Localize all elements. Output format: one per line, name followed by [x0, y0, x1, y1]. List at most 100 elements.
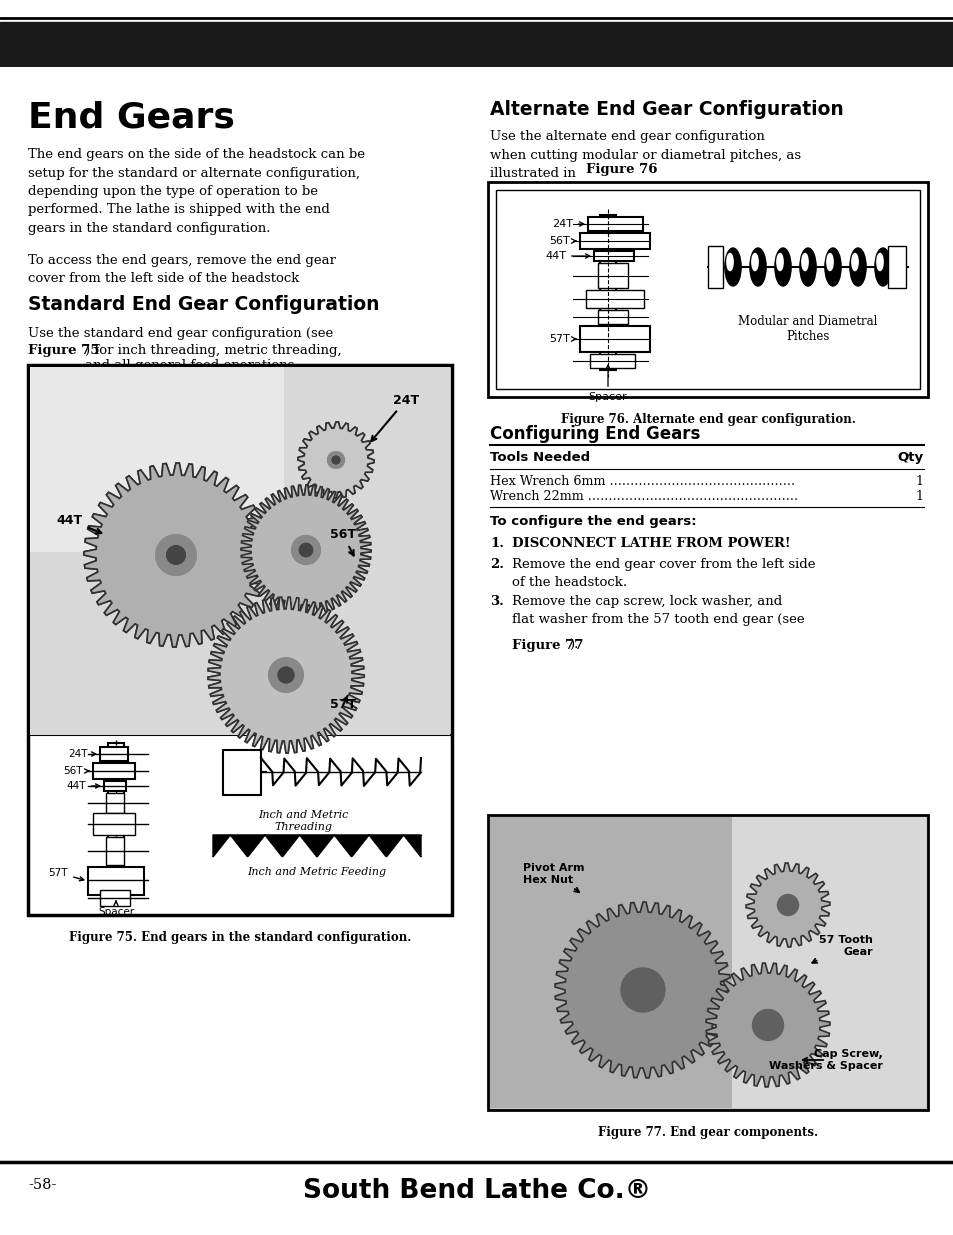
Circle shape: [278, 667, 294, 683]
Bar: [104, 781, 126, 790]
Circle shape: [155, 535, 196, 576]
Ellipse shape: [876, 253, 882, 270]
Ellipse shape: [726, 253, 733, 270]
Text: 24T: 24T: [371, 394, 418, 441]
Bar: [106, 793, 124, 813]
Text: 57T: 57T: [549, 333, 576, 345]
Text: Qty: Qty: [897, 451, 923, 464]
Ellipse shape: [724, 248, 740, 287]
Polygon shape: [297, 422, 374, 498]
Bar: [579, 233, 649, 249]
Bar: [579, 326, 649, 352]
Text: Figure 75. End gears in the standard configuration.: Figure 75. End gears in the standard con…: [69, 931, 411, 944]
Bar: [92, 813, 135, 835]
Bar: [589, 354, 635, 368]
Text: To access the end gears, remove the end gear
cover from the left side of the hea: To access the end gears, remove the end …: [28, 254, 335, 285]
Text: Use the alternate end gear configuration
when cutting modular or diametral pitch: Use the alternate end gear configuration…: [490, 130, 801, 180]
Text: Configuring End Gears: Configuring End Gears: [490, 425, 700, 443]
Bar: [106, 837, 124, 864]
Text: Figure 75: Figure 75: [28, 345, 99, 357]
Text: Figure 76: Figure 76: [585, 163, 657, 177]
Ellipse shape: [799, 248, 815, 287]
Ellipse shape: [774, 248, 790, 287]
Circle shape: [332, 456, 339, 464]
Ellipse shape: [851, 253, 858, 270]
Text: Figure 76. Alternate end gear configuration.: Figure 76. Alternate end gear configurat…: [560, 412, 855, 426]
Text: To configure the end gears:: To configure the end gears:: [490, 515, 696, 529]
Text: Spacer: Spacer: [98, 902, 134, 918]
Circle shape: [167, 546, 185, 564]
Circle shape: [332, 456, 339, 464]
Text: 24T: 24T: [69, 748, 95, 760]
Polygon shape: [745, 863, 829, 947]
Bar: [108, 743, 124, 898]
Bar: [28, 366, 452, 915]
Text: -58-: -58-: [28, 1178, 56, 1192]
Polygon shape: [297, 422, 374, 498]
Text: 44T: 44T: [67, 781, 99, 790]
Circle shape: [299, 543, 313, 557]
Circle shape: [327, 452, 344, 468]
Circle shape: [292, 536, 320, 564]
Bar: [594, 251, 634, 261]
Ellipse shape: [801, 253, 807, 270]
Bar: [488, 182, 927, 396]
Text: Pivot Arm
Hex Nut: Pivot Arm Hex Nut: [522, 863, 584, 892]
Text: Hex Wrench 6mm .............................................: Hex Wrench 6mm .........................…: [490, 475, 794, 488]
Circle shape: [292, 536, 320, 564]
Circle shape: [777, 894, 798, 915]
Bar: [30, 367, 450, 735]
Circle shape: [299, 543, 313, 557]
Bar: [88, 867, 144, 895]
Text: Tools Needed: Tools Needed: [490, 451, 590, 464]
Text: 1: 1: [915, 490, 923, 503]
Text: .: .: [640, 163, 644, 177]
Text: Alternate End Gear Configuration: Alternate End Gear Configuration: [490, 100, 842, 119]
Bar: [100, 890, 130, 906]
Bar: [30, 367, 284, 552]
Circle shape: [278, 667, 294, 683]
Text: 56T: 56T: [549, 236, 576, 246]
Bar: [587, 217, 642, 231]
Bar: [92, 763, 135, 779]
Text: For Machines Mfg. Since 3/11: For Machines Mfg. Since 3/11: [742, 41, 933, 53]
Bar: [707, 246, 722, 288]
Bar: [585, 290, 643, 308]
Polygon shape: [84, 463, 268, 647]
Text: End Gears: End Gears: [28, 100, 234, 135]
Bar: [223, 750, 261, 795]
Text: 56T: 56T: [330, 529, 355, 556]
Polygon shape: [555, 902, 730, 1078]
Ellipse shape: [824, 248, 841, 287]
Text: 3.: 3.: [490, 595, 503, 608]
Circle shape: [269, 658, 303, 692]
Bar: [496, 190, 919, 389]
Text: Modular and Diametral
Pitches: Modular and Diametral Pitches: [738, 315, 877, 343]
Bar: [887, 246, 905, 288]
Text: 57T: 57T: [330, 695, 355, 711]
Bar: [598, 263, 627, 288]
Text: Inch and Metric Feeding: Inch and Metric Feeding: [247, 867, 386, 877]
Circle shape: [269, 658, 303, 692]
Polygon shape: [241, 485, 371, 615]
Ellipse shape: [776, 253, 782, 270]
Polygon shape: [84, 463, 268, 647]
Ellipse shape: [849, 248, 865, 287]
Circle shape: [620, 968, 664, 1011]
Text: 24T: 24T: [552, 219, 583, 228]
Bar: [100, 747, 128, 761]
Polygon shape: [705, 963, 829, 1087]
Polygon shape: [213, 835, 420, 857]
Circle shape: [155, 535, 196, 576]
Text: Wrench 22mm ...................................................: Wrench 22mm ............................…: [490, 490, 798, 503]
Text: Spacer: Spacer: [588, 366, 627, 403]
Polygon shape: [208, 597, 364, 753]
Text: Figure 77: Figure 77: [512, 638, 583, 652]
Polygon shape: [241, 485, 371, 615]
Text: Turn-Nado® EVS Lathes: Turn-Nado® EVS Lathes: [20, 41, 178, 53]
Bar: [731, 818, 925, 1108]
Text: 57T: 57T: [49, 868, 84, 881]
Text: 1.: 1.: [490, 537, 503, 550]
Text: 2.: 2.: [490, 558, 503, 571]
Circle shape: [167, 546, 185, 564]
